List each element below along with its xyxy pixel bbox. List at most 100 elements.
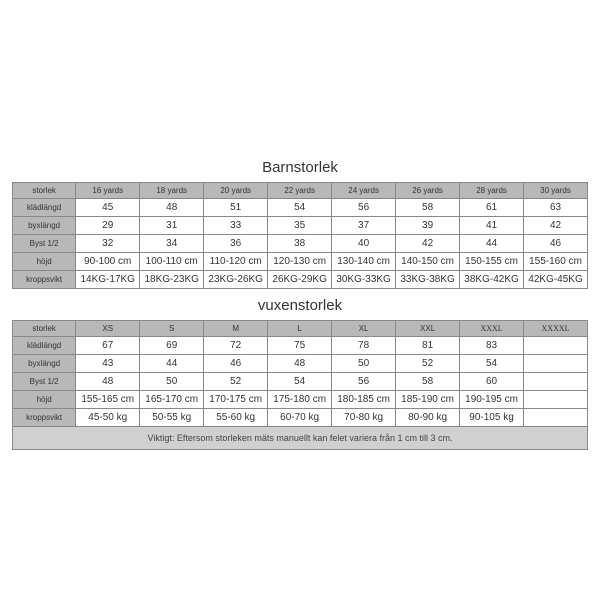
data-cell: 48	[140, 198, 204, 216]
data-cell: 175-180 cm	[268, 390, 332, 408]
data-cell: 60-70 kg	[268, 408, 332, 426]
data-cell	[524, 408, 588, 426]
data-cell: 38	[268, 234, 332, 252]
data-cell: 36	[204, 234, 268, 252]
data-cell	[524, 390, 588, 408]
data-cell: 38KG-42KG	[460, 270, 524, 288]
row-label: höjd	[13, 252, 76, 270]
data-cell: 31	[140, 216, 204, 234]
data-cell: 90-100 cm	[76, 252, 140, 270]
section-title-1: vuxenstorlek	[12, 289, 588, 320]
data-cell: 26KG-29KG	[268, 270, 332, 288]
col-header: storlek	[13, 182, 76, 198]
col-header: 26 yards	[396, 182, 460, 198]
data-cell: 55-60 kg	[204, 408, 268, 426]
data-cell: 155-160 cm	[524, 252, 588, 270]
row-label: Byst 1/2	[13, 372, 76, 390]
data-cell: 170-175 cm	[204, 390, 268, 408]
data-cell: 37	[332, 216, 396, 234]
data-cell: 48	[76, 372, 140, 390]
data-cell: 23KG-26KG	[204, 270, 268, 288]
data-cell: 63	[524, 198, 588, 216]
row-label: Byst 1/2	[13, 234, 76, 252]
data-cell: 54	[268, 372, 332, 390]
data-cell: 33KG-38KG	[396, 270, 460, 288]
data-cell: 58	[396, 198, 460, 216]
data-cell: 41	[460, 216, 524, 234]
data-cell: 44	[460, 234, 524, 252]
data-cell	[524, 372, 588, 390]
data-cell: 51	[204, 198, 268, 216]
row-label: klädlängd	[13, 198, 76, 216]
data-cell: 40	[332, 234, 396, 252]
size-table-0: storlek16 yards18 yards20 yards22 yards2…	[12, 182, 588, 289]
data-cell: 78	[332, 336, 396, 354]
footer-note: Viktigt: Eftersom storleken mäts manuell…	[12, 427, 588, 450]
data-cell: 81	[396, 336, 460, 354]
data-cell: 42	[524, 216, 588, 234]
col-header: XXL	[396, 320, 460, 336]
col-header: 18 yards	[140, 182, 204, 198]
col-header: XS	[76, 320, 140, 336]
col-header: 24 yards	[332, 182, 396, 198]
row-label: byxlängd	[13, 354, 76, 372]
data-cell: 50	[140, 372, 204, 390]
data-cell: 100-110 cm	[140, 252, 204, 270]
col-header: XXXL	[460, 320, 524, 336]
col-header: L	[268, 320, 332, 336]
data-cell: 52	[204, 372, 268, 390]
data-cell: 83	[460, 336, 524, 354]
data-cell: 50-55 kg	[140, 408, 204, 426]
data-cell: 54	[268, 198, 332, 216]
data-cell	[524, 336, 588, 354]
data-cell: 150-155 cm	[460, 252, 524, 270]
col-header: 30 yards	[524, 182, 588, 198]
col-header: S	[140, 320, 204, 336]
size-table-1: storlekXSSMLXLXXLXXXLXXXXLklädlängd67697…	[12, 320, 588, 427]
row-label: höjd	[13, 390, 76, 408]
data-cell: 60	[460, 372, 524, 390]
data-cell: 43	[76, 354, 140, 372]
data-cell: 48	[268, 354, 332, 372]
data-cell: 52	[396, 354, 460, 372]
data-cell: 45-50 kg	[76, 408, 140, 426]
data-cell: 80-90 kg	[396, 408, 460, 426]
row-label: byxlängd	[13, 216, 76, 234]
data-cell: 54	[460, 354, 524, 372]
data-cell: 30KG-33KG	[332, 270, 396, 288]
col-header: XL	[332, 320, 396, 336]
data-cell: 14KG-17KG	[76, 270, 140, 288]
data-cell: 140-150 cm	[396, 252, 460, 270]
data-cell: 185-190 cm	[396, 390, 460, 408]
data-cell: 75	[268, 336, 332, 354]
row-label: kroppsvikt	[13, 408, 76, 426]
data-cell: 34	[140, 234, 204, 252]
data-cell: 42	[396, 234, 460, 252]
data-cell: 33	[204, 216, 268, 234]
col-header: M	[204, 320, 268, 336]
data-cell: 45	[76, 198, 140, 216]
data-cell: 56	[332, 198, 396, 216]
data-cell: 44	[140, 354, 204, 372]
data-cell: 18KG-23KG	[140, 270, 204, 288]
row-label: klädlängd	[13, 336, 76, 354]
data-cell	[524, 354, 588, 372]
col-header: 28 yards	[460, 182, 524, 198]
col-header: storlek	[13, 320, 76, 336]
data-cell: 69	[140, 336, 204, 354]
data-cell: 70-80 kg	[332, 408, 396, 426]
data-cell: 67	[76, 336, 140, 354]
data-cell: 42KG-45KG	[524, 270, 588, 288]
data-cell: 72	[204, 336, 268, 354]
data-cell: 29	[76, 216, 140, 234]
data-cell: 56	[332, 372, 396, 390]
data-cell: 130-140 cm	[332, 252, 396, 270]
data-cell: 61	[460, 198, 524, 216]
data-cell: 32	[76, 234, 140, 252]
col-header: 16 yards	[76, 182, 140, 198]
data-cell: 50	[332, 354, 396, 372]
data-cell: 190-195 cm	[460, 390, 524, 408]
data-cell: 155-165 cm	[76, 390, 140, 408]
data-cell: 46	[204, 354, 268, 372]
col-header: 22 yards	[268, 182, 332, 198]
